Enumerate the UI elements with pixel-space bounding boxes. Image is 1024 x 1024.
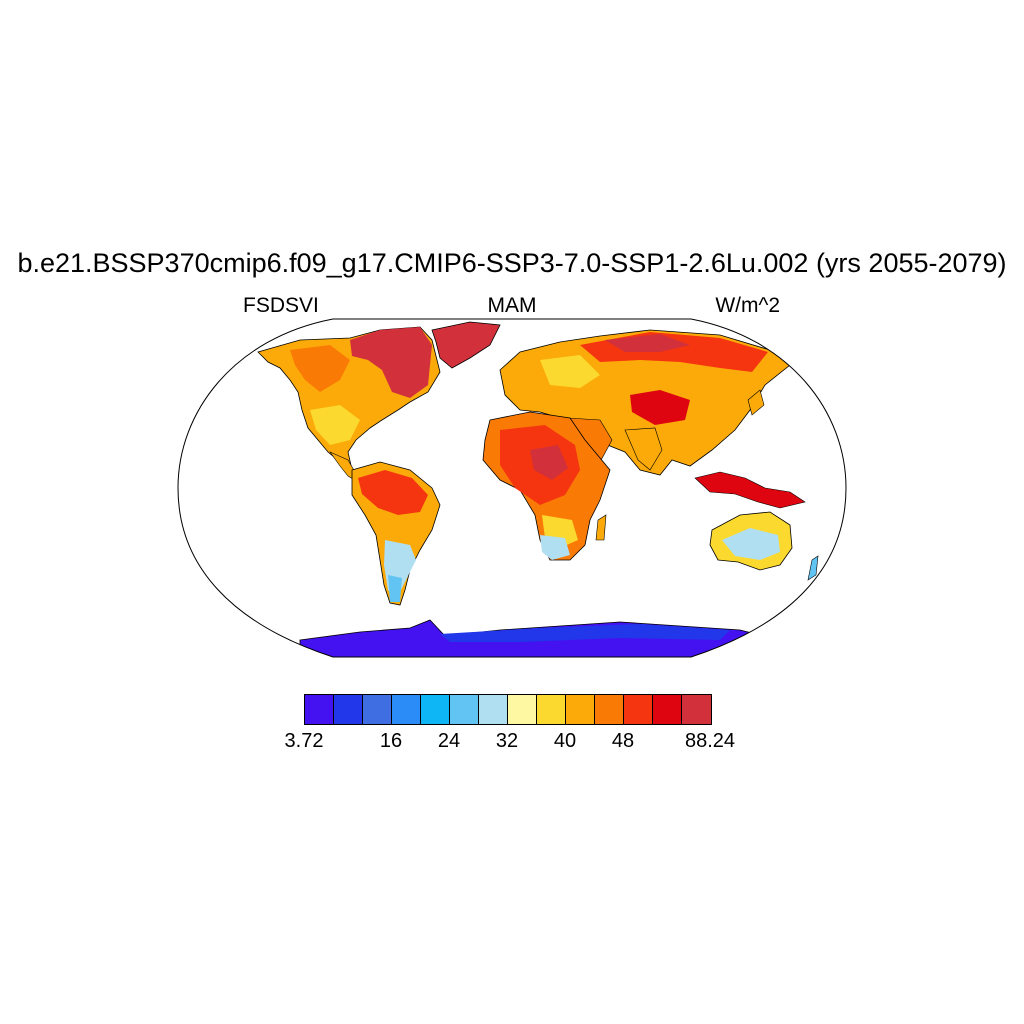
antarctica-field bbox=[299, 619, 781, 657]
colorbar-box bbox=[566, 695, 595, 724]
colorbar-labels: 3.72 16 24 32 40 48 88.24 bbox=[0, 730, 1024, 754]
colorbar-box bbox=[624, 695, 653, 724]
greenland-field bbox=[431, 321, 501, 369]
colorbar-box bbox=[334, 695, 363, 724]
colorbar-tick-label: 24 bbox=[437, 730, 461, 752]
colorbar-tick-label: 88.24 bbox=[684, 730, 736, 752]
colorbar-tick-label: 16 bbox=[379, 730, 403, 752]
variable-label: FSDSVI bbox=[243, 294, 319, 317]
plot-title: b.e21.BSSP370cmip6.f09_g17.CMIP6-SSP3-7.… bbox=[17, 248, 1007, 278]
colorbar bbox=[304, 694, 712, 725]
colorbar-box bbox=[305, 695, 334, 724]
colorbar-tick-label: 32 bbox=[495, 730, 519, 752]
colorbar-box bbox=[682, 695, 711, 724]
colorbar-box bbox=[392, 695, 421, 724]
colorbar-box bbox=[479, 695, 508, 724]
colorbar-box bbox=[537, 695, 566, 724]
colorbar-box bbox=[450, 695, 479, 724]
map-boundary bbox=[177, 318, 847, 658]
colorbar-box bbox=[363, 695, 392, 724]
colorbar-box bbox=[508, 695, 537, 724]
colorbar-tick-label: 3.72 bbox=[284, 730, 324, 752]
colorbar-tick-label: 40 bbox=[553, 730, 577, 752]
land-fields bbox=[257, 321, 819, 657]
colorbar-tick-label: 48 bbox=[611, 730, 635, 752]
season-label: MAM bbox=[487, 294, 537, 317]
colorbar-box bbox=[595, 695, 624, 724]
colorbar-box bbox=[421, 695, 450, 724]
units-label: W/m^2 bbox=[715, 294, 780, 317]
colorbar-box bbox=[653, 695, 682, 724]
